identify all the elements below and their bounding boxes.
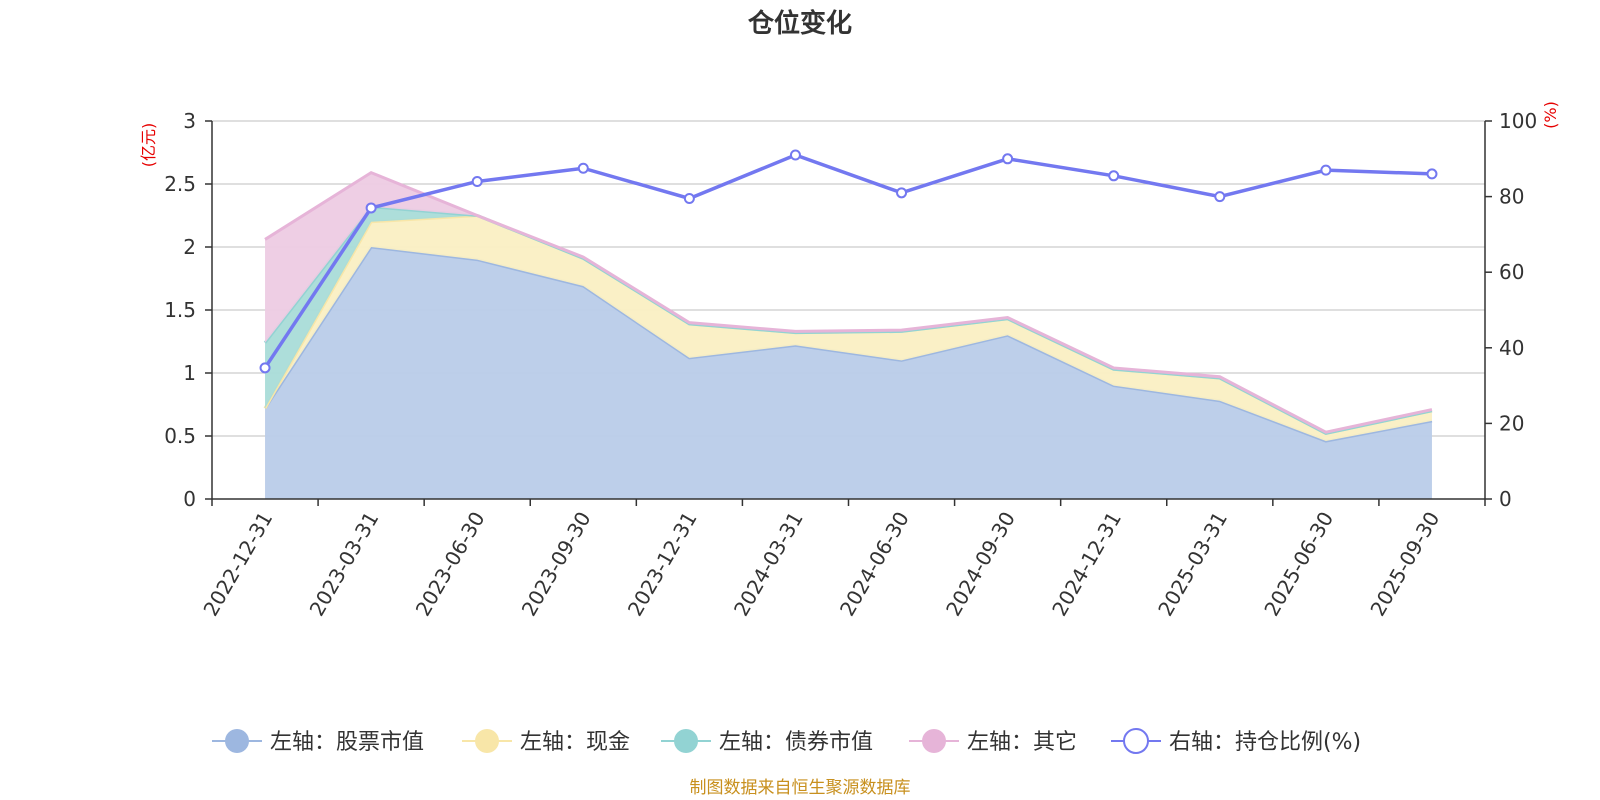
chart-title: 仓位变化 (747, 8, 852, 39)
x-tick-label: 2024-12-31 (1047, 508, 1126, 621)
legend-item: 左轴：债券市值 (661, 729, 873, 755)
legend-item: 左轴：其它 (909, 729, 1077, 755)
ratio-point (1108, 170, 1120, 182)
left-tick-label: 1 (183, 361, 196, 385)
right-tick-label: 0 (1499, 487, 1512, 511)
legend-label: 左轴：其它 (967, 730, 1077, 755)
legend-label: 左轴：现金 (520, 730, 630, 755)
legend-marker (225, 729, 249, 753)
ratio-point (789, 149, 801, 161)
x-tick-label: 2025-06-30 (1259, 508, 1338, 621)
ratio-point (365, 202, 377, 214)
legend-label: 左轴：股票市值 (270, 730, 424, 755)
x-tick-label: 2023-12-31 (623, 508, 702, 621)
x-tick-label: 2024-06-30 (835, 508, 914, 621)
legend-item: 左轴：股票市值 (212, 729, 424, 755)
right-tick-label: 100 (1499, 109, 1537, 133)
holding-ratio-line (259, 149, 1438, 374)
x-tick-label: 2022-12-31 (198, 508, 277, 621)
left-tick-label: 2 (183, 235, 196, 259)
ratio-point (1320, 164, 1332, 176)
right-tick-label: 40 (1499, 336, 1524, 360)
legend-marker (475, 729, 499, 753)
x-tick-label: 2023-06-30 (411, 508, 490, 621)
legend-marker (922, 729, 946, 753)
left-tick-label: 3 (183, 109, 196, 133)
x-tick-label: 2024-03-31 (729, 508, 808, 621)
x-tick-label: 2025-03-31 (1153, 508, 1232, 621)
stacked-areas (263, 170, 1433, 499)
ratio-point (471, 175, 483, 187)
legend: 左轴：股票市值 左轴：现金 左轴：债券市值 左轴：其它 右轴：持仓比例(%) (212, 728, 1361, 755)
ratio-line-path (263, 153, 1433, 369)
x-tick-label: 2025-09-30 (1365, 508, 1444, 621)
left-axis-unit: (亿元) (139, 123, 158, 168)
ratio-point (896, 187, 908, 199)
legend-item: 左轴：现金 (462, 729, 630, 755)
legend-marker (674, 729, 698, 753)
area-0 (265, 247, 1432, 499)
right-axis-unit: (%) (1541, 101, 1560, 129)
area-1 (265, 215, 1432, 442)
ratio-point (1214, 191, 1226, 203)
left-tick-label: 0.5 (164, 424, 196, 448)
right-tick-label: 20 (1499, 411, 1524, 435)
right-tick-label: 60 (1499, 260, 1524, 284)
ratio-point (1426, 168, 1438, 180)
legend-label: 右轴：持仓比例(%) (1169, 730, 1361, 755)
legend-item: 右轴：持仓比例(%) (1111, 728, 1361, 755)
area-edge-3 (264, 170, 1433, 434)
left-tick-label: 2.5 (164, 172, 196, 196)
ratio-point (577, 162, 589, 174)
legend-label: 左轴：债券市值 (719, 730, 873, 755)
ratio-point (259, 362, 271, 374)
x-tick-label: 2023-09-30 (517, 508, 596, 621)
ratio-point (683, 192, 695, 204)
left-tick-label: 0 (183, 487, 196, 511)
right-tick-label: 80 (1499, 185, 1524, 209)
left-tick-label: 1.5 (164, 298, 196, 322)
x-tick-label: 2023-03-31 (305, 508, 384, 621)
source-note: 制图数据来自恒生聚源数据库 (690, 778, 911, 798)
x-tick-label: 2024-09-30 (941, 508, 1020, 621)
legend-marker (1123, 728, 1149, 754)
area-3 (265, 172, 1432, 434)
ratio-point (1002, 153, 1014, 165)
